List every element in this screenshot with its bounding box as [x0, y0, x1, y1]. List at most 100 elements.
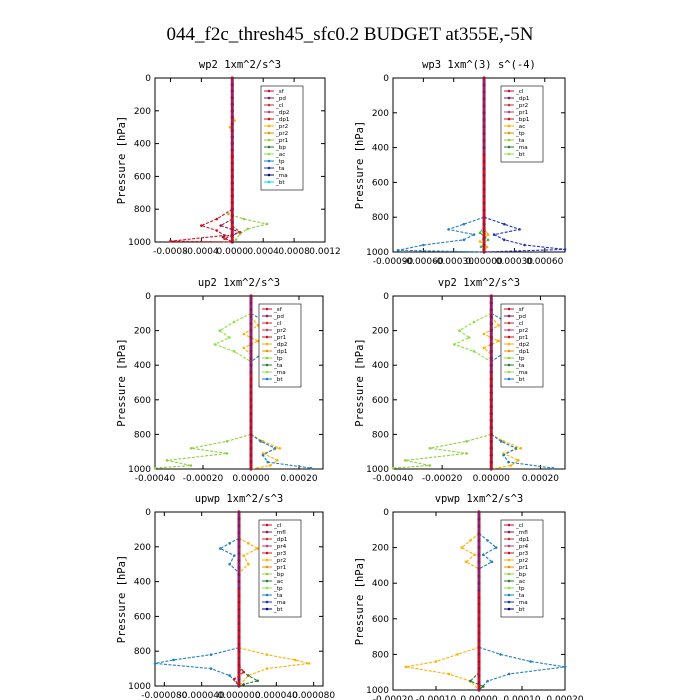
legend-marker — [265, 572, 269, 576]
series-point — [465, 452, 469, 455]
zero-profile-point — [249, 412, 253, 416]
zero-profile-point — [249, 384, 253, 388]
zero-profile-point — [482, 180, 486, 184]
y-axis-label: Pressure [hPa] — [354, 338, 366, 427]
zero-profile-point — [249, 335, 253, 340]
series-point — [447, 672, 451, 676]
zero-profile-point — [477, 645, 481, 649]
x-tick-label: 0.0008 — [278, 247, 310, 257]
legend-entry: _pr2 — [515, 103, 528, 109]
series-point — [232, 320, 236, 324]
series-point — [242, 332, 246, 336]
series-point — [494, 546, 498, 549]
series-point — [499, 440, 503, 443]
legend-entry: _cl — [515, 89, 524, 95]
zero-profile-point — [477, 602, 481, 607]
legend-entry: _tp — [515, 131, 525, 137]
legend-entry: _pr1 — [515, 565, 529, 571]
series-line — [227, 208, 268, 243]
series-point — [189, 464, 193, 467]
zero-profile-point — [230, 174, 234, 178]
x-tick-label: 0.00030 — [496, 257, 533, 267]
legend-marker — [507, 593, 511, 597]
series-point — [486, 238, 490, 242]
zero-profile-point — [249, 377, 253, 381]
series-point — [223, 234, 226, 237]
x-tick-label: 0.0012 — [309, 247, 341, 257]
series-point — [228, 125, 232, 129]
x-tick-label: -0.00020 — [183, 474, 224, 484]
series-point — [223, 237, 226, 241]
legend-entry: _ac — [515, 579, 525, 585]
series-point — [228, 336, 231, 339]
legend-entry: _pr1 — [275, 138, 289, 144]
zero-profile-point — [489, 412, 493, 416]
series-point — [486, 679, 489, 683]
y-tick-label: 0 — [145, 508, 151, 518]
zero-profile-point — [249, 315, 253, 319]
series-line — [238, 647, 310, 687]
series-point — [232, 350, 236, 353]
legend-marker — [507, 138, 511, 142]
zero-profile-point — [477, 538, 481, 543]
legend-box — [500, 519, 544, 618]
legend-entry: _cl — [275, 103, 284, 109]
zero-profile-point — [482, 97, 486, 101]
legend-marker — [507, 131, 511, 135]
legend-marker — [507, 103, 511, 107]
zero-profile-point — [249, 446, 253, 450]
series-point — [478, 231, 482, 235]
series-point — [462, 238, 466, 242]
series-point — [458, 329, 461, 332]
series-point — [447, 228, 450, 231]
legend-marker — [507, 572, 511, 576]
zero-profile-point — [482, 83, 486, 87]
series-point — [507, 672, 511, 676]
zero-profile-point — [482, 146, 486, 150]
y-tick-label: 600 — [372, 178, 389, 188]
series-point — [247, 542, 250, 545]
panels-group: wp2 1xm^2/s^3 Pressure [hPa] 0 200 400 600 800… — [116, 59, 584, 700]
zero-profile-point — [230, 194, 234, 198]
zero-profile-point — [489, 294, 493, 298]
x-tick-label: 0.00020 — [546, 695, 583, 700]
y-tick-label: 0 — [145, 292, 151, 302]
series-point — [233, 119, 236, 122]
series-point — [228, 562, 231, 566]
zero-profile-point — [477, 610, 481, 614]
series-point — [472, 320, 476, 324]
zero-profile-point — [230, 201, 234, 205]
series-point — [200, 224, 203, 227]
zero-profile-point — [489, 335, 493, 340]
zero-profile-point — [489, 439, 493, 443]
zero-profile-point — [237, 642, 241, 646]
legend-marker — [267, 138, 271, 142]
zero-profile-point — [230, 142, 234, 146]
zero-profile-point — [477, 638, 481, 642]
legend-marker — [265, 342, 269, 346]
series-point — [434, 660, 438, 663]
series-point — [472, 233, 476, 236]
series-line — [490, 433, 553, 469]
legend-entry: _pd — [275, 96, 286, 102]
zero-profile-point — [482, 173, 486, 178]
panel-title: vpwp 1xm^2/s^3 — [435, 493, 524, 505]
legend-marker — [507, 363, 511, 367]
legend-entry: _dp1 — [273, 537, 288, 543]
zero-profile-point — [237, 545, 241, 549]
x-tick-label: 0.00020 — [280, 474, 317, 484]
y-tick-label: 200 — [372, 109, 389, 119]
zero-profile-point — [482, 194, 486, 198]
series-point — [221, 235, 225, 239]
y-tick-label: 600 — [372, 615, 389, 625]
legend-entry: _pr1 — [273, 565, 287, 571]
zero-profile-point — [477, 510, 481, 514]
zero-profile-point — [249, 460, 253, 464]
zero-profile-point — [489, 308, 493, 312]
zero-profile-point — [230, 96, 234, 100]
series-point — [465, 440, 469, 443]
zero-profile-point — [249, 342, 253, 347]
series-point — [273, 446, 277, 450]
series-point — [472, 350, 476, 353]
x-tick-label: -0.0008 — [153, 247, 188, 257]
